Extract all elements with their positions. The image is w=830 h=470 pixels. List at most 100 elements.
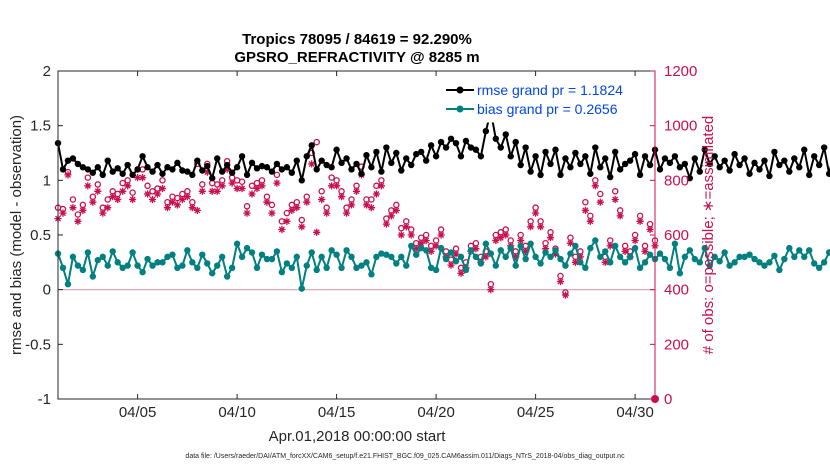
obs-assimilated-marker <box>333 182 341 190</box>
rmse-series-marker <box>144 164 151 171</box>
bias-series-marker <box>318 253 325 261</box>
rmse-series-marker <box>164 164 171 171</box>
bias-series-marker <box>746 251 753 258</box>
obs-assimilated-marker <box>571 258 579 266</box>
obs-assimilated-marker <box>522 247 530 255</box>
y-axis-right-label: # of obs: o=possible; ∗=assimilated <box>700 116 717 355</box>
obs-assimilated-marker <box>382 220 390 228</box>
bias-series-marker <box>472 253 480 261</box>
obs-assimilated-marker <box>163 204 171 212</box>
rmse-series-marker <box>597 164 604 171</box>
obs-assimilated-marker <box>308 160 316 168</box>
rmse-series-marker <box>582 153 589 160</box>
bias-series-marker <box>119 264 126 271</box>
obs-assimilated-marker <box>233 184 241 193</box>
bias-series-marker <box>353 264 360 271</box>
obs-assimilated-marker <box>129 195 137 204</box>
rmse-series-marker <box>612 148 619 156</box>
bias-series-marker <box>144 255 151 263</box>
obs-assimilated-marker <box>541 245 550 253</box>
bias-series-marker <box>64 281 72 288</box>
rmse-series-marker <box>403 155 410 162</box>
obs-assimilated-marker <box>89 198 97 206</box>
legend-bias-marker <box>456 105 464 113</box>
obs-assimilated-marker <box>561 291 570 299</box>
rmse-series-marker <box>119 170 126 177</box>
obs-possible-marker <box>74 211 82 218</box>
obs-assimilated-marker <box>427 247 435 255</box>
obs-assimilated-marker <box>218 182 226 190</box>
bias-series-marker <box>393 260 400 267</box>
y-right-axis-origin-marker <box>651 395 659 403</box>
bias-series-marker <box>69 253 77 261</box>
bias-series-marker <box>547 253 554 261</box>
bias-series-marker <box>502 253 509 261</box>
obs-assimilated-marker <box>283 217 291 225</box>
rmse-series-marker <box>636 171 644 179</box>
rmse-series-marker <box>696 168 703 175</box>
bias-series-marker <box>517 242 524 250</box>
obs-assimilated-marker <box>387 212 395 220</box>
obs-assimilated-marker <box>487 286 495 294</box>
obs-assimilated-marker <box>641 247 649 255</box>
obs-assimilated-marker <box>347 201 356 209</box>
rmse-series-marker <box>427 142 435 149</box>
rmse-series-marker <box>328 164 335 171</box>
obs-assimilated-marker <box>392 206 400 214</box>
obs-assimilated-marker <box>537 223 545 231</box>
bias-series-marker <box>686 247 694 254</box>
obs-possible-marker <box>144 182 151 190</box>
rmse-series-marker <box>761 157 768 164</box>
bias-series-marker <box>199 251 206 258</box>
bias-series-marker <box>661 255 669 263</box>
bias-series-marker <box>487 250 495 257</box>
obs-possible-marker <box>318 188 325 195</box>
obs-possible-marker <box>213 181 221 188</box>
obs-assimilated-marker <box>447 261 455 269</box>
rmse-series-marker <box>502 131 509 138</box>
obs-assimilated-marker <box>104 204 112 212</box>
obs-assimilated-marker <box>94 187 102 195</box>
obs-possible-marker <box>84 174 92 181</box>
rmse-series-marker <box>820 144 828 151</box>
bias-series-marker <box>681 253 689 261</box>
obs-assimilated-marker <box>616 212 624 220</box>
rmse-series-marker <box>786 168 793 175</box>
bias-series-marker <box>701 244 708 252</box>
obs-assimilated-marker <box>546 234 555 242</box>
obs-assimilated-marker <box>168 198 176 206</box>
obs-assimilated-marker <box>611 195 619 204</box>
obs-assimilated-marker <box>551 250 560 258</box>
bias-series-marker <box>383 251 390 258</box>
bias-series-marker <box>567 250 574 257</box>
bias-series-marker <box>104 262 111 269</box>
bias-series-marker <box>253 264 261 271</box>
obs-assimilated-marker <box>273 179 281 187</box>
rmse-series-marker <box>104 157 111 164</box>
bias-series-marker <box>164 253 171 261</box>
bias-series-marker <box>671 240 679 247</box>
rmse-series-marker <box>74 160 82 168</box>
obs-assimilated-marker <box>457 269 465 277</box>
bias-series-marker <box>796 247 803 254</box>
y-left-tick-label: 0.5 <box>30 227 51 244</box>
obs-possible-marker <box>273 171 281 179</box>
rmse-series-marker <box>811 153 818 160</box>
rmse-series-marker <box>288 169 296 176</box>
bias-series-marker <box>437 244 445 252</box>
obs-possible-marker <box>597 190 604 198</box>
obs-assimilated-marker <box>352 187 361 195</box>
rmse-series-marker <box>666 159 674 167</box>
rmse-series-marker <box>99 171 106 179</box>
obs-assimilated-marker <box>134 174 142 182</box>
chart-title: Tropics 78095 / 84619 = 92.290% <box>242 31 472 48</box>
rmse-series-marker <box>721 157 728 164</box>
rmse-series-marker <box>422 157 430 164</box>
bias-series-marker <box>607 259 614 266</box>
bias-series-marker <box>413 251 420 258</box>
rmse-series-marker <box>661 155 669 162</box>
legend-rmse-label: rmse grand pr = 1.1824 <box>477 82 623 98</box>
rmse-series-marker <box>587 170 594 177</box>
bias-series-marker <box>378 250 385 257</box>
obs-assimilated-marker <box>263 198 271 206</box>
